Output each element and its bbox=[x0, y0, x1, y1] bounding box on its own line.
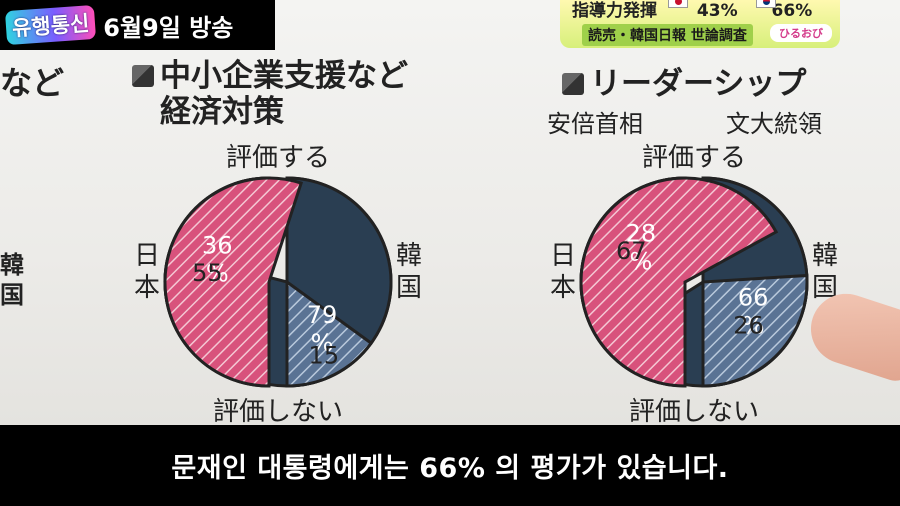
japan-disapprove-slice bbox=[163, 176, 304, 388]
korea-disapprove-value: 15 bbox=[309, 341, 340, 369]
subtitle-bar: 문재인 대통령에게는 66% 의 평가가 있습니다. bbox=[0, 425, 900, 506]
poll-banner: 指導力発揮 43% 66% 読売・韓国日報 世論調査 ひるおび bbox=[560, 0, 840, 48]
japan-approve-value: 36 bbox=[202, 232, 233, 260]
channel-badge: 유행통신 6월9일 방송 bbox=[0, 0, 275, 50]
japan-approve-unit: % bbox=[206, 260, 229, 288]
korea-approve-value: 79 bbox=[307, 301, 338, 329]
prime-minister-label: 安倍首相 bbox=[547, 110, 643, 138]
left-edge-vertical-label: 韓国 bbox=[0, 251, 24, 309]
chart-right-title-text: リーダーシップ bbox=[590, 66, 807, 102]
korea-disapprove-slice bbox=[285, 279, 374, 388]
chart-left-title: 中小企業支援など 経済対策 bbox=[132, 58, 408, 130]
disapprove-label: 評価しない bbox=[213, 397, 343, 425]
korea-country-label: 韓 bbox=[396, 241, 422, 271]
korea-country-label: 国 bbox=[396, 273, 422, 303]
chart-left-title-line1: 中小企業支援など bbox=[160, 58, 408, 94]
tv-board: など 韓国 中小企業支援など 経済対策 リーダーシップ 安倍首相 文大統領 79… bbox=[0, 0, 900, 425]
president-label: 文大統領 bbox=[726, 110, 822, 138]
cube-icon bbox=[132, 65, 154, 87]
korea-flag-icon bbox=[756, 0, 776, 8]
left-edge-title: など bbox=[0, 64, 65, 102]
cube-icon bbox=[562, 73, 584, 95]
banner-headline: 指導力発揮 43% 66% bbox=[572, 1, 813, 21]
channel-logo: 유행통신 bbox=[4, 4, 97, 46]
program-logo: ひるおび bbox=[770, 24, 832, 42]
air-date: 6월9일 방송 bbox=[103, 13, 234, 42]
japan-flag-icon bbox=[668, 0, 688, 8]
chart-right-title: リーダーシップ bbox=[562, 58, 806, 103]
poll-source: 読売・韓国日報 世論調査 bbox=[582, 24, 753, 46]
japan-country-label: 本 bbox=[134, 273, 160, 303]
korea-approve-unit: % bbox=[311, 329, 334, 357]
subtitle-text: 문재인 대통령에게는 66% 의 평가가 있습니다. bbox=[171, 453, 729, 484]
chart-left-title-line2: 経済対策 bbox=[160, 94, 284, 130]
japan-disapprove-value: 55 bbox=[192, 259, 223, 287]
approve-label: 評価する bbox=[226, 143, 330, 173]
japan-country-label: 日 bbox=[134, 241, 160, 271]
